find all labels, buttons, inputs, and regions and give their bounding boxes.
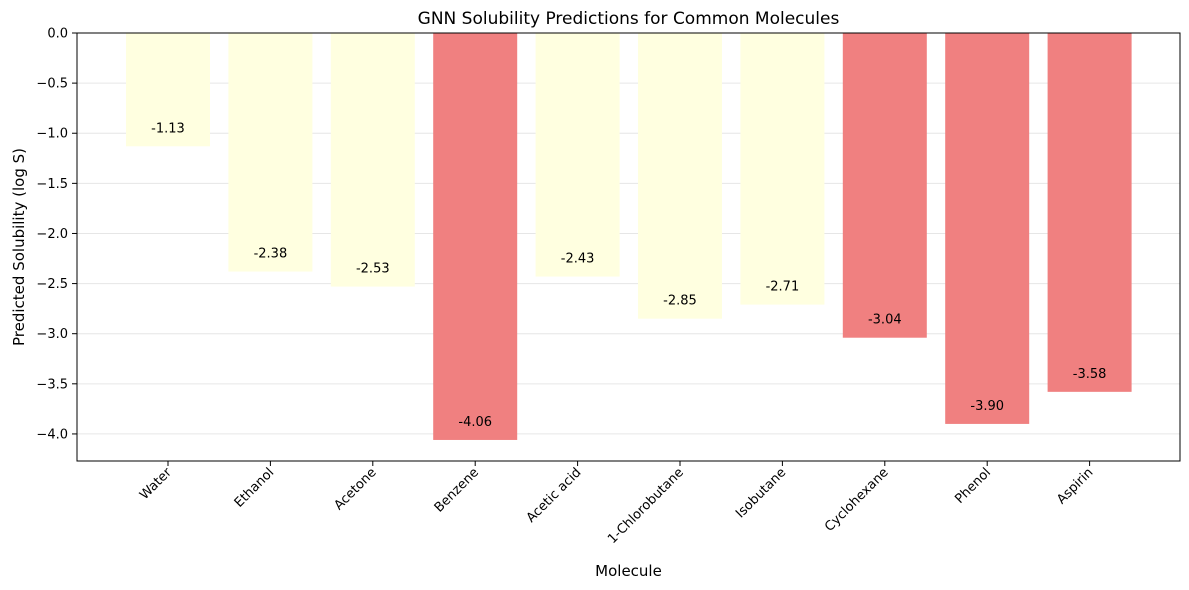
bar-value-label: -3.04 — [868, 313, 902, 328]
bar-value-label: -2.53 — [356, 262, 390, 277]
x-tick-label: Phenol — [952, 465, 994, 507]
bar — [740, 33, 825, 305]
x-tick-label: Cyclohexane — [822, 465, 892, 535]
y-tick-label: −1.5 — [36, 177, 68, 192]
bar-value-label: -4.06 — [458, 415, 492, 430]
data-labels: -1.13 -2.38 -2.53 -4.06 -2.43 -2.85 -2.71 -3.04… — [151, 121, 1106, 430]
bar-value-label: -2.71 — [766, 280, 800, 295]
y-axis-label: Predicted Solubility (log S) — [10, 148, 28, 346]
bar-value-label: -3.90 — [970, 399, 1004, 414]
bars — [126, 33, 1132, 440]
y-tick-label: −4.0 — [36, 427, 68, 442]
x-tick-label: Acetone — [331, 465, 379, 513]
y-tick-label: −0.5 — [36, 77, 68, 92]
x-tick-label: Aspirin — [1054, 465, 1096, 507]
plot-frame — [76, 32, 1181, 462]
x-tick-label: Water — [137, 465, 175, 503]
bar — [126, 33, 210, 147]
y-tick-label: −1.0 — [36, 127, 68, 142]
bar-value-label: -1.13 — [151, 121, 185, 136]
bar — [433, 33, 518, 440]
bar-value-label: -3.58 — [1073, 367, 1107, 382]
chart-title: GNN Solubility Predictions for Common Mo… — [418, 9, 840, 29]
x-tick-label: Isobutane — [733, 465, 789, 521]
y-tick-label: −2.5 — [36, 277, 68, 292]
x-tick-label: 1-Chlorobutane — [605, 465, 687, 547]
x-tick-label: Benzene — [432, 465, 482, 515]
x-axis-label: Molecule — [595, 562, 662, 580]
x-tick-label: Ethanol — [232, 465, 277, 510]
bar — [228, 33, 313, 272]
bar-value-label: -2.38 — [254, 247, 288, 262]
y-tick-label: −3.0 — [36, 327, 68, 342]
bar-value-label: -2.43 — [561, 252, 595, 267]
y-ticks: 0.0 −0.5 −1.0 −1.5 −2.0 −2.5 −3.0 −3.5 −4.0 — [36, 27, 77, 442]
bar-value-label: -2.85 — [663, 294, 697, 309]
bar — [945, 33, 1030, 424]
y-tick-label: −3.5 — [36, 377, 68, 392]
bar — [1047, 33, 1132, 392]
bar — [842, 33, 927, 338]
y-tick-label: 0.0 — [47, 27, 68, 42]
x-tick-label: Acetic acid — [524, 465, 585, 526]
bar — [330, 33, 415, 287]
y-tick-label: −2.0 — [36, 227, 68, 242]
bar — [535, 33, 620, 277]
x-ticks: Water Ethanol Acetone Benzene Acetic acid 1-C… — [137, 461, 1096, 547]
bar — [638, 33, 722, 319]
